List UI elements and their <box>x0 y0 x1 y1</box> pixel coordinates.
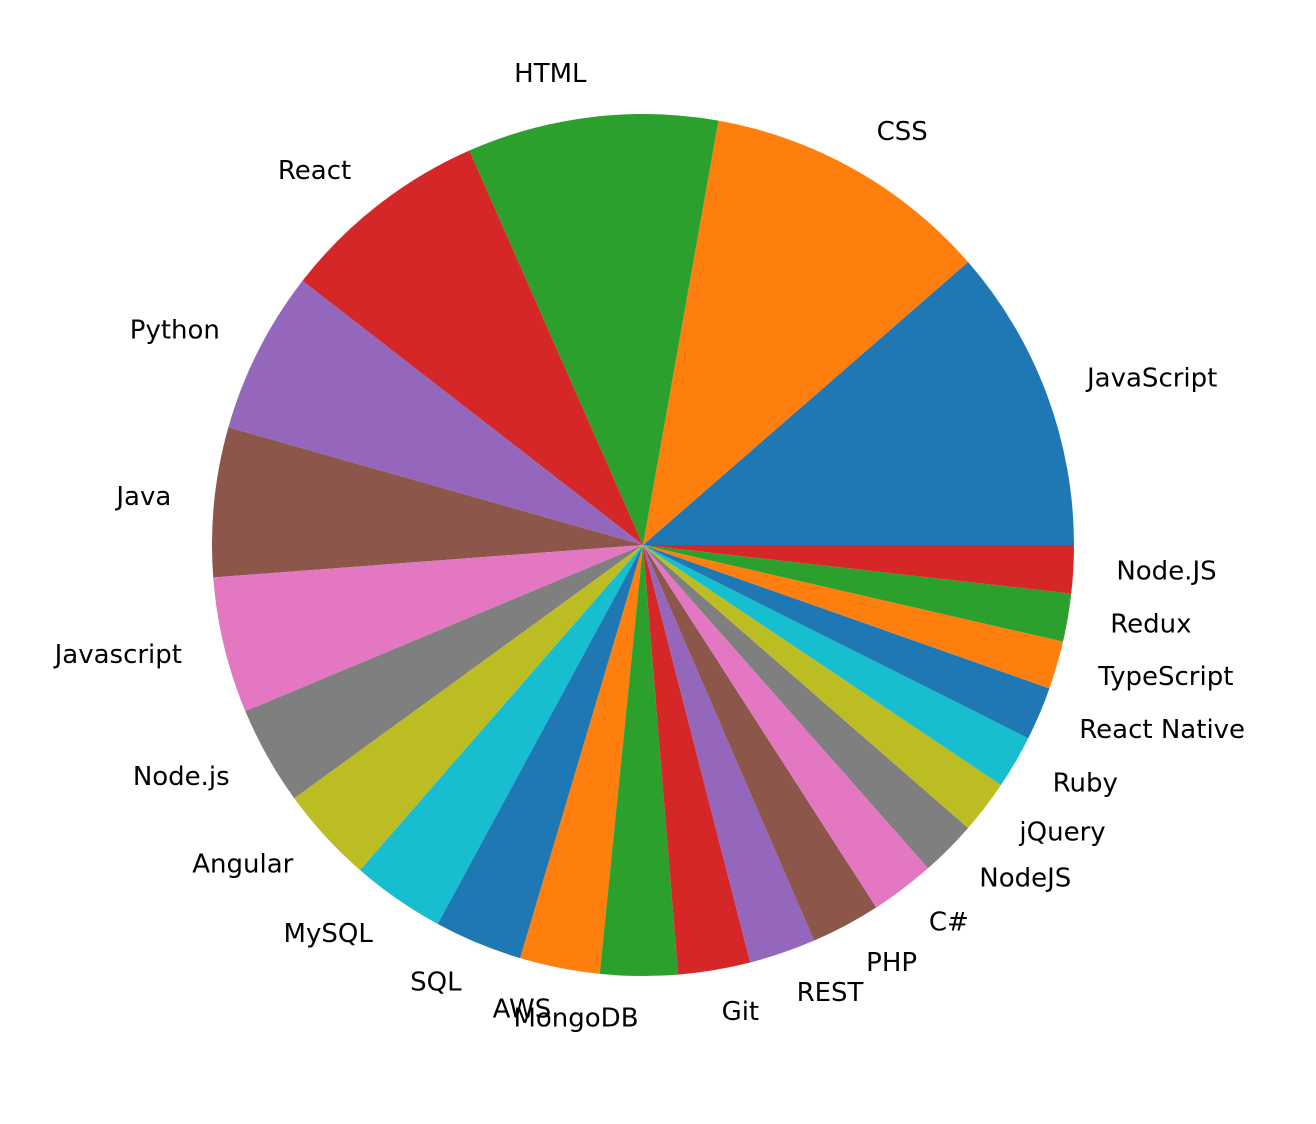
slice-label: C# <box>929 908 969 938</box>
pie-slice <box>212 427 644 578</box>
pie-slice <box>245 545 643 799</box>
slice-label: HTML <box>514 59 587 89</box>
pie-slice <box>643 545 1064 689</box>
pie-slice <box>643 545 751 975</box>
slice-label: Javascript <box>53 640 182 670</box>
slice-label: CSS <box>877 117 928 147</box>
slice-label: Git <box>722 997 760 1027</box>
pie-slice <box>643 545 1074 594</box>
pie-slice <box>228 280 643 545</box>
slice-label: NodeJS <box>979 864 1071 894</box>
slice-label: MongoDB <box>513 1004 638 1034</box>
slice-label: Python <box>130 316 220 346</box>
pie-slice <box>643 545 929 908</box>
pie-slice <box>213 545 643 712</box>
slice-label: AWS <box>493 995 552 1025</box>
pie-slice <box>643 262 1074 545</box>
pie-slice <box>643 545 1050 739</box>
slice-label: Ruby <box>1053 768 1118 798</box>
slice-label: Angular <box>192 850 293 880</box>
slice-label: React <box>278 156 351 186</box>
slice-label: SQL <box>410 968 462 998</box>
slice-label: REST <box>797 978 864 1008</box>
pie-slice <box>643 545 969 869</box>
pie-slice <box>643 545 1029 786</box>
slice-label: TypeScript <box>1097 662 1233 692</box>
slice-label: MySQL <box>284 919 374 949</box>
slice-label: Java <box>114 482 171 512</box>
pie-slice <box>599 545 679 976</box>
pie-slice <box>437 545 643 959</box>
slice-label: Redux <box>1110 610 1191 640</box>
pie-slice <box>294 545 643 871</box>
slice-label: PHP <box>866 948 917 978</box>
pie-slice <box>643 545 1072 642</box>
pie-slice <box>302 150 643 545</box>
pie-slice <box>643 545 877 941</box>
pie-slice <box>643 545 1001 828</box>
slice-label: Node.js <box>133 762 230 792</box>
pie-slice <box>520 545 643 974</box>
slice-label: Node.JS <box>1116 556 1216 586</box>
slice-label: jQuery <box>1018 818 1105 848</box>
slice-label: React Native <box>1079 715 1245 745</box>
pie-slice <box>643 545 815 963</box>
pie-slice <box>643 120 969 545</box>
pie-slice <box>469 113 719 545</box>
slice-label: JavaScript <box>1085 363 1217 393</box>
pie-slice <box>360 545 643 924</box>
